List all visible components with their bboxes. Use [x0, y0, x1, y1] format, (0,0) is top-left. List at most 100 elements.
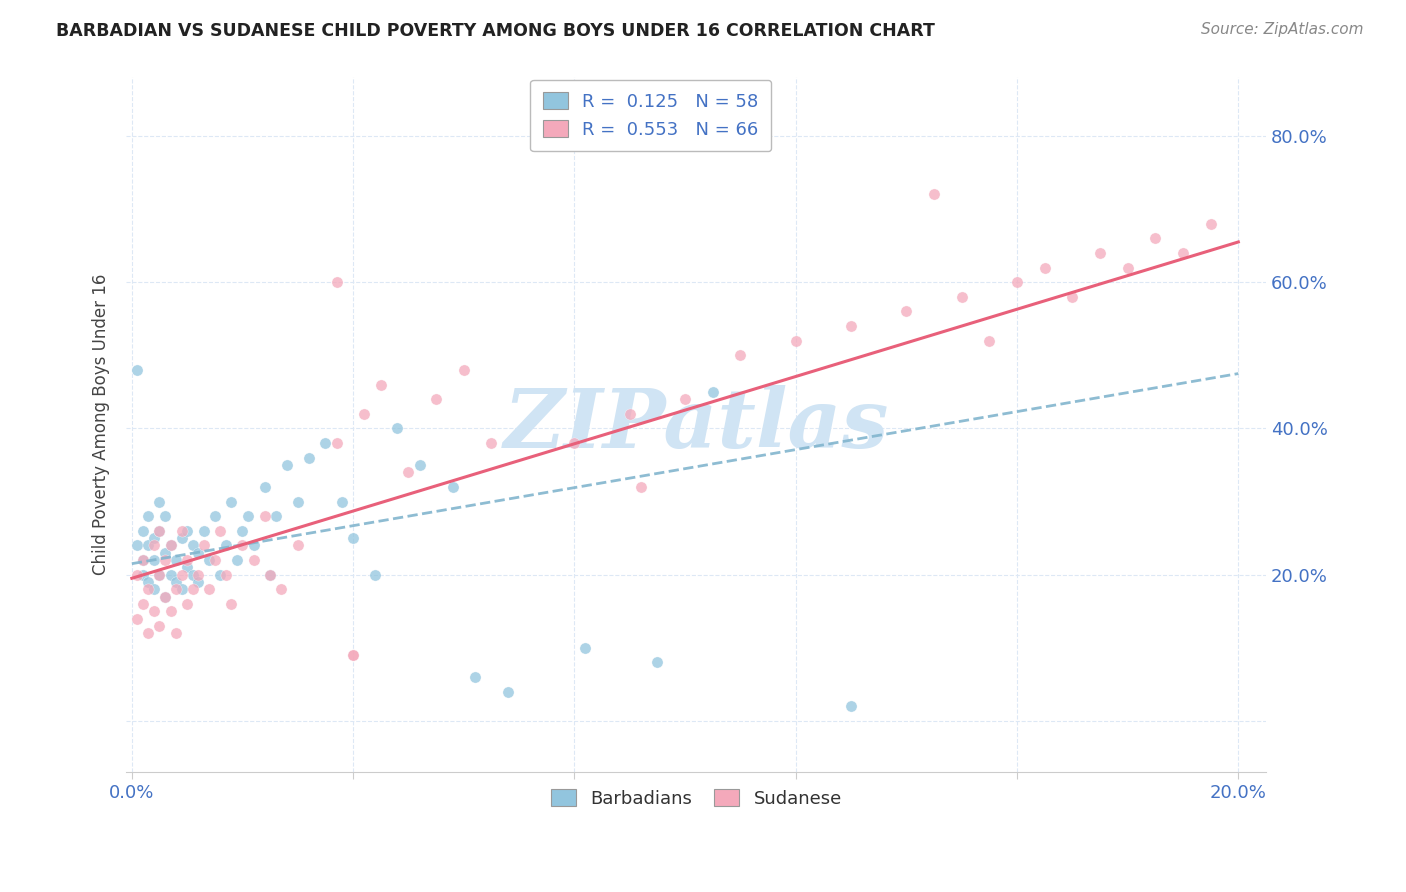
- Point: [138, 626, 160, 640]
- Point: [453, 363, 475, 377]
- Point: [231, 538, 253, 552]
- Point: [193, 524, 215, 538]
- Point: [159, 538, 181, 552]
- Point: [630, 480, 652, 494]
- Point: [231, 524, 253, 538]
- Point: [159, 538, 181, 552]
- Point: [187, 567, 209, 582]
- Point: [187, 574, 209, 589]
- Point: [198, 582, 221, 597]
- Point: [198, 553, 221, 567]
- Point: [259, 567, 281, 582]
- Point: [170, 582, 193, 597]
- Point: [1199, 217, 1222, 231]
- Point: [204, 509, 226, 524]
- Point: [287, 538, 309, 552]
- Point: [209, 567, 232, 582]
- Point: [730, 348, 752, 362]
- Point: [253, 480, 276, 494]
- Point: [236, 509, 259, 524]
- Point: [242, 553, 264, 567]
- Point: [226, 553, 249, 567]
- Point: [143, 538, 166, 552]
- Text: Source: ZipAtlas.com: Source: ZipAtlas.com: [1201, 22, 1364, 37]
- Point: [153, 590, 176, 604]
- Point: [342, 531, 364, 545]
- Text: ZIPatlas: ZIPatlas: [503, 384, 889, 465]
- Point: [264, 509, 287, 524]
- Point: [170, 531, 193, 545]
- Point: [159, 604, 181, 618]
- Point: [619, 407, 641, 421]
- Point: [647, 656, 669, 670]
- Point: [165, 626, 187, 640]
- Text: BARBADIAN VS SUDANESE CHILD POVERTY AMONG BOYS UNDER 16 CORRELATION CHART: BARBADIAN VS SUDANESE CHILD POVERTY AMON…: [56, 22, 935, 40]
- Point: [785, 334, 807, 348]
- Point: [204, 553, 226, 567]
- Point: [148, 524, 170, 538]
- Point: [276, 458, 298, 472]
- Point: [170, 567, 193, 582]
- Point: [1171, 246, 1194, 260]
- Point: [342, 648, 364, 662]
- Point: [176, 553, 198, 567]
- Point: [1062, 290, 1084, 304]
- Point: [127, 611, 149, 625]
- Legend: Barbadians, Sudanese: Barbadians, Sudanese: [543, 782, 849, 815]
- Point: [209, 524, 232, 538]
- Point: [673, 392, 696, 406]
- Point: [1005, 275, 1028, 289]
- Point: [564, 436, 586, 450]
- Point: [193, 538, 215, 552]
- Point: [574, 640, 596, 655]
- Point: [1144, 231, 1167, 245]
- Point: [314, 436, 336, 450]
- Point: [387, 421, 409, 435]
- Point: [330, 494, 353, 508]
- Point: [153, 546, 176, 560]
- Point: [464, 670, 486, 684]
- Point: [896, 304, 918, 318]
- Point: [496, 684, 519, 698]
- Point: [287, 494, 309, 508]
- Point: [325, 436, 347, 450]
- Point: [181, 567, 204, 582]
- Point: [181, 538, 204, 552]
- Point: [187, 546, 209, 560]
- Point: [170, 524, 193, 538]
- Point: [165, 574, 187, 589]
- Point: [132, 553, 155, 567]
- Point: [176, 560, 198, 574]
- Point: [221, 597, 243, 611]
- Point: [132, 597, 155, 611]
- Point: [215, 538, 238, 552]
- Point: [270, 582, 292, 597]
- Point: [1088, 246, 1111, 260]
- Point: [441, 480, 464, 494]
- Point: [221, 494, 243, 508]
- Point: [298, 450, 321, 465]
- Point: [398, 465, 420, 479]
- Point: [165, 553, 187, 567]
- Point: [159, 567, 181, 582]
- Point: [143, 553, 166, 567]
- Point: [132, 567, 155, 582]
- Point: [242, 538, 264, 552]
- Point: [1116, 260, 1139, 275]
- Point: [148, 494, 170, 508]
- Point: [143, 582, 166, 597]
- Point: [127, 363, 149, 377]
- Point: [148, 567, 170, 582]
- Point: [181, 582, 204, 597]
- Point: [148, 524, 170, 538]
- Point: [176, 524, 198, 538]
- Point: [408, 458, 430, 472]
- Point: [370, 377, 392, 392]
- Point: [127, 567, 149, 582]
- Point: [1033, 260, 1056, 275]
- Point: [143, 604, 166, 618]
- Point: [839, 699, 862, 714]
- Point: [325, 275, 347, 289]
- Point: [215, 567, 238, 582]
- Y-axis label: Child Poverty Among Boys Under 16: Child Poverty Among Boys Under 16: [93, 274, 110, 575]
